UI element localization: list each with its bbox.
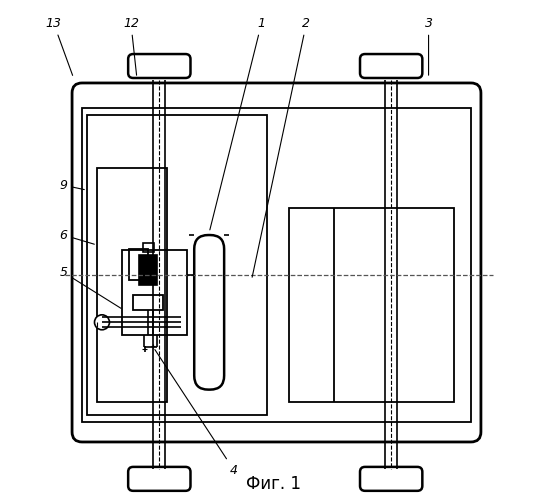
Text: 13: 13	[45, 16, 72, 76]
Text: 6: 6	[60, 228, 94, 244]
FancyBboxPatch shape	[128, 467, 191, 491]
Text: 5: 5	[60, 266, 121, 308]
Circle shape	[94, 315, 110, 330]
Text: 2: 2	[252, 16, 310, 277]
Bar	[97, 168, 167, 402]
Text: 9: 9	[60, 178, 84, 192]
FancyBboxPatch shape	[194, 235, 224, 390]
Text: Фиг. 1: Фиг. 1	[247, 476, 301, 494]
Text: 1: 1	[210, 16, 266, 230]
Bar	[87, 116, 266, 414]
Bar	[289, 208, 454, 402]
FancyBboxPatch shape	[360, 54, 423, 78]
Bar	[122, 250, 187, 335]
Text: 4: 4	[155, 350, 238, 477]
Bar	[129, 249, 149, 280]
Text: 3: 3	[425, 16, 432, 75]
Bar	[139, 255, 157, 285]
Bar	[133, 295, 163, 310]
Bar	[82, 108, 471, 422]
Bar	[143, 242, 154, 252]
FancyBboxPatch shape	[360, 467, 423, 491]
FancyBboxPatch shape	[72, 83, 481, 442]
FancyBboxPatch shape	[128, 54, 191, 78]
Text: 12: 12	[123, 16, 139, 75]
